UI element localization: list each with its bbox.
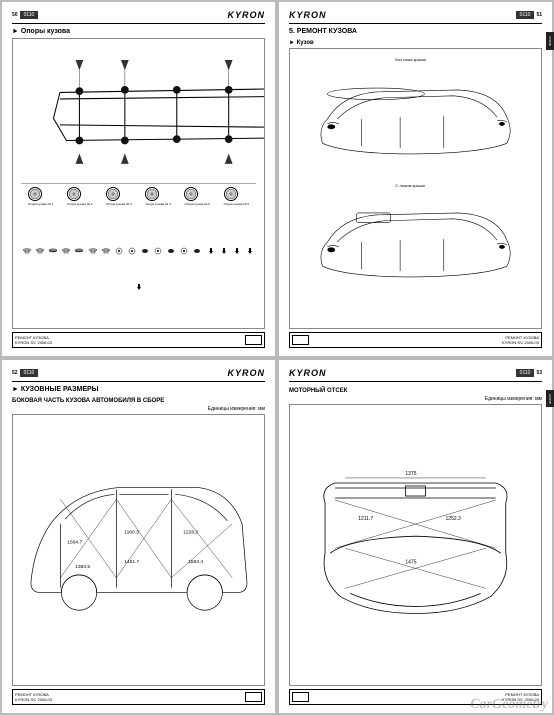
title: МОТОРНЫЙ ОТСЕК	[289, 388, 542, 394]
footer: РЕМОНТ КУЗОВАKYRON SV, 2006.03	[12, 689, 265, 705]
label-noroof: Без люка крыши	[395, 57, 426, 62]
content-side: 1504.7 1383.5 1180.3 1451.7 1228.2 1553.…	[12, 414, 265, 687]
footer: РЕМОНТ КУЗОВАKYRON SV, 2006.03	[289, 332, 542, 348]
bolt-icon	[139, 247, 151, 255]
footer-box	[245, 692, 262, 702]
bolt-icon	[231, 247, 243, 255]
header: KYRON 011053	[289, 368, 542, 382]
footer-sub: KYRON SV, 2006.03	[15, 340, 52, 345]
mount-label: Опора кузова № 1	[28, 202, 53, 206]
dim: 1180.3	[124, 529, 139, 535]
footer-sub: KYRON SV, 2006.03	[502, 697, 539, 702]
mount-icon	[67, 187, 81, 201]
dim: 1451.7	[124, 559, 139, 565]
brand: KYRON	[227, 10, 265, 20]
title: ► Кузов	[289, 40, 542, 46]
content-chassis: Опора кузова № 1 Опора кузова № 2 Опора …	[12, 38, 265, 329]
bolt-icon	[218, 247, 230, 255]
header: 520110 KYRON	[12, 368, 265, 382]
content-engine: 1211.7 1252.3 1375 1475	[289, 404, 542, 687]
bolt-grid	[21, 247, 256, 319]
bolt-icon	[60, 247, 72, 255]
bolt-icon	[205, 247, 217, 255]
footer: РЕМОНТ КУЗОВАKYRON SV, 2006.03	[289, 689, 542, 705]
page-num: 53	[536, 370, 542, 376]
dim: 1228.2	[183, 529, 198, 535]
brand: KYRON	[227, 368, 265, 378]
mount-label: Опора кузова № 5	[184, 202, 209, 206]
mount-icon	[184, 187, 198, 201]
mount-icon	[224, 187, 238, 201]
page-1: 500110 KYRON ► Опоры кузова	[2, 2, 275, 356]
chassis-diagram	[21, 47, 265, 177]
title: ► КУЗОВНЫЕ РАЗМЕРЫ	[12, 386, 265, 393]
brand: KYRON	[289, 10, 327, 20]
section: 5. РЕМОНТ КУЗОВА	[289, 28, 542, 35]
badge: 0110	[20, 369, 39, 377]
footer-box	[292, 335, 309, 345]
engine-diagram: 1211.7 1252.3 1375 1475	[310, 433, 521, 643]
header: KYRON 011051	[289, 10, 542, 24]
page-num: 50	[12, 12, 18, 18]
footer-box	[292, 692, 309, 702]
content-body: Без люка крыши С люком крыши	[289, 48, 542, 329]
badge: 0110	[516, 11, 535, 19]
page-3: 520110 KYRON ► КУЗОВНЫЕ РАЗМЕРЫ БОКОВАЯ …	[2, 360, 275, 714]
badge: 0110	[20, 11, 39, 19]
footer-sub: KYRON SV, 2006.03	[15, 697, 52, 702]
bolt-icon	[100, 247, 112, 255]
header: 500110 KYRON	[12, 10, 265, 24]
badge: 0110	[516, 369, 535, 377]
bolt-icon	[47, 247, 59, 255]
bolt-icon	[178, 247, 190, 255]
label-roof: С люком крыши	[395, 183, 425, 188]
bolt-icon	[87, 247, 99, 255]
bolt-icon	[126, 247, 138, 255]
bolt-icon	[244, 247, 256, 255]
page-4: КУЗОВ KYRON 011053 МОТОРНЫЙ ОТСЕК Единиц…	[279, 360, 552, 714]
car-body-2	[308, 194, 521, 300]
bolt-icon	[152, 247, 164, 255]
mount-icon	[106, 187, 120, 201]
dim: 1375	[405, 470, 416, 476]
unit-label: Единицы измерения: мм	[12, 406, 265, 412]
side-diagram: 1504.7 1383.5 1180.3 1451.7 1228.2 1553.…	[26, 442, 252, 645]
mount-row: Опора кузова № 1 Опора кузова № 2 Опора …	[21, 183, 256, 235]
mount-icon	[28, 187, 42, 201]
mount-label: Опора кузова № 3	[106, 202, 131, 206]
unit-label: Единицы измерения: мм	[289, 396, 542, 402]
mount-label: Опора кузова № 2	[67, 202, 92, 206]
dim: 1252.3	[446, 516, 462, 522]
page-num: 52	[12, 370, 18, 376]
brand: KYRON	[289, 368, 327, 378]
page-grid: 500110 KYRON ► Опоры кузова	[0, 0, 554, 715]
side-tab: КУЗОВ	[546, 32, 554, 50]
bolt-icon	[113, 247, 125, 255]
subtitle: БОКОВАЯ ЧАСТЬ КУЗОВА АВТОМОБИЛЯ В СБОРЕ	[12, 398, 265, 404]
bolt-icon	[34, 247, 46, 255]
mount-label: Опора кузова № 6	[224, 202, 249, 206]
page-2: КУЗОВ KYRON 011051 5. РЕМОНТ КУЗОВА ► Ку…	[279, 2, 552, 356]
mount-label: Опора кузова № 4	[145, 202, 170, 206]
footer-sub: KYRON SV, 2006.03	[502, 340, 539, 345]
side-tab: КУЗОВ	[546, 390, 554, 408]
car-body-1	[308, 71, 521, 177]
footer-box	[245, 335, 262, 345]
footer: РЕМОНТ КУЗОВАKYRON SV, 2006.03	[12, 332, 265, 348]
bolt-icon	[73, 247, 85, 255]
dim: 1211.7	[358, 516, 373, 522]
bolt-icon	[21, 247, 33, 255]
dim: 1383.5	[75, 564, 90, 570]
dim: 1553.4	[188, 559, 203, 565]
bolt-icon	[165, 247, 177, 255]
dim: 1504.7	[67, 539, 82, 545]
bolt-icon	[133, 283, 145, 291]
page-num: 51	[536, 12, 542, 18]
dim: 1475	[405, 559, 416, 565]
mount-icon	[145, 187, 159, 201]
title: ► Опоры кузова	[12, 28, 265, 35]
bolt-icon	[191, 247, 203, 255]
